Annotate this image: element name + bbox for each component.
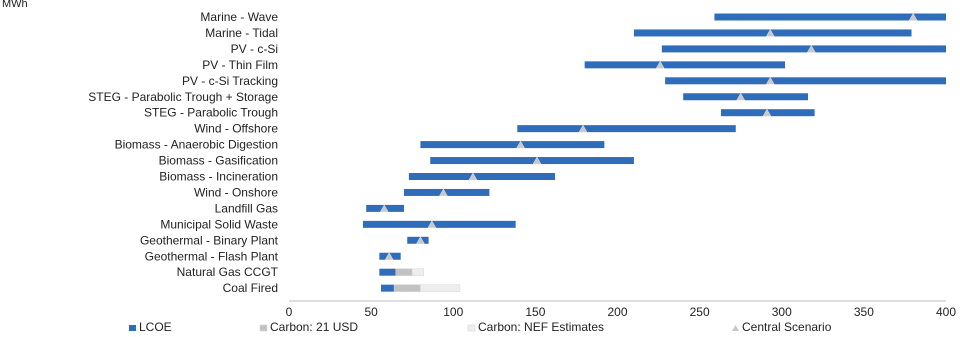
category-label: Biomass - Incineration bbox=[159, 170, 278, 184]
x-tick-label: 350 bbox=[854, 305, 874, 319]
category-label: Geothermal - Flash Plant bbox=[145, 249, 279, 263]
central-scenario-marker bbox=[765, 76, 775, 85]
bar-lcoe bbox=[517, 125, 736, 133]
bar-lcoe bbox=[379, 268, 396, 276]
category-label: Wind - Onshore bbox=[194, 185, 278, 199]
central-scenario-marker bbox=[806, 44, 816, 53]
bar-lcoe bbox=[430, 157, 634, 165]
legend-label: Central Scenario bbox=[742, 320, 832, 334]
x-axis-ticks: 0 50 100 150 200 250 300 350 400 bbox=[286, 305, 957, 319]
legend-label: Carbon: 21 USD bbox=[270, 320, 358, 334]
bar-carbon-21-usd bbox=[395, 268, 413, 276]
bar-lcoe bbox=[403, 188, 490, 196]
legend-swatch bbox=[732, 325, 739, 331]
central-scenario-marker bbox=[438, 188, 448, 197]
legend-swatch bbox=[129, 325, 136, 331]
category-label: PV - c-Si bbox=[231, 42, 278, 56]
category-label: PV - Thin Film bbox=[202, 58, 278, 72]
central-scenario-marker bbox=[379, 204, 389, 213]
category-label: Marine - Tidal bbox=[205, 26, 278, 40]
category-label: Biomass - Gasification bbox=[159, 154, 278, 168]
bar-lcoe bbox=[407, 236, 429, 244]
category-label: Biomass - Anaerobic Digestion bbox=[115, 138, 278, 152]
bar-lcoe bbox=[408, 173, 556, 180]
bars bbox=[362, 13, 946, 292]
bar-carbon-nef-estimates bbox=[420, 284, 461, 292]
central-scenario-marker bbox=[516, 140, 526, 149]
legend-label: LCOE bbox=[139, 320, 172, 334]
category-label: Natural Gas CCGT bbox=[177, 265, 279, 279]
bar-lcoe bbox=[661, 45, 946, 53]
category-label: PV - c-Si Tracking bbox=[182, 74, 278, 88]
central-scenario-marker bbox=[384, 252, 394, 260]
category-label: STEG - Parabolic Trough + Storage bbox=[88, 90, 278, 104]
bar-lcoe bbox=[380, 284, 395, 292]
x-tick-label: 250 bbox=[690, 305, 710, 319]
category-label: Municipal Solid Waste bbox=[160, 217, 278, 231]
bar-carbon-nef-estimates bbox=[411, 268, 424, 276]
category-label: Geothermal - Binary Plant bbox=[140, 233, 279, 247]
legend-label: Carbon: NEF Estimates bbox=[478, 320, 604, 334]
x-tick-label: 100 bbox=[443, 305, 463, 319]
legend-swatch bbox=[259, 324, 268, 332]
central-scenario-marker bbox=[908, 12, 918, 21]
central-scenario-marker bbox=[468, 172, 478, 181]
bar-lcoe bbox=[665, 77, 946, 85]
central-scenario-marker bbox=[765, 28, 775, 37]
central-scenario-marker bbox=[415, 236, 425, 245]
central-scenario-marker bbox=[736, 92, 746, 101]
category-label: Coal Fired bbox=[223, 281, 278, 295]
bar-lcoe bbox=[420, 141, 605, 149]
category-label: Wind - Offshore bbox=[194, 122, 278, 136]
category-label: Landfill Gas bbox=[215, 201, 278, 215]
x-tick-label: 400 bbox=[936, 305, 956, 319]
x-tick-label: 150 bbox=[525, 305, 545, 319]
category-labels: Marine - Wave Marine - Tidal PV - c-Si PV -… bbox=[88, 10, 278, 295]
x-tick-label: 200 bbox=[607, 305, 627, 319]
legend: LCOE Carbon: 21 USD Carbon: NEF Estimates C… bbox=[129, 320, 832, 334]
central-scenario-marker bbox=[532, 156, 542, 165]
central-scenario-marker bbox=[578, 124, 588, 133]
bar-lcoe bbox=[714, 13, 946, 21]
central-scenario-marker bbox=[762, 108, 772, 117]
x-tick-label: 0 bbox=[286, 305, 293, 319]
category-label: STEG - Parabolic Trough bbox=[144, 106, 278, 120]
category-label: Marine - Wave bbox=[200, 10, 278, 24]
x-tick-label: 300 bbox=[772, 305, 792, 319]
bar-carbon-21-usd bbox=[393, 284, 421, 292]
legend-swatch bbox=[467, 324, 476, 332]
bar-lcoe bbox=[683, 93, 809, 101]
unit-label: MWh bbox=[2, 0, 28, 10]
central-markers bbox=[379, 12, 918, 260]
bar-lcoe bbox=[362, 220, 516, 228]
central-scenario-marker bbox=[427, 220, 437, 229]
central-scenario-marker bbox=[655, 60, 665, 69]
bar-lcoe bbox=[584, 61, 786, 69]
bar-lcoe bbox=[633, 29, 912, 37]
x-tick-label: 50 bbox=[364, 305, 378, 319]
